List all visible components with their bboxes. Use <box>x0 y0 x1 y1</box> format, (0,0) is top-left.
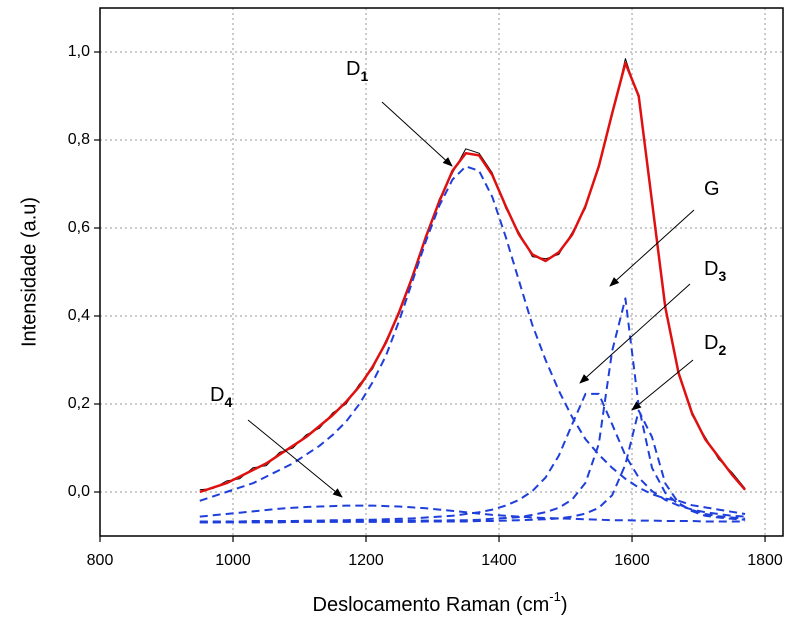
annotation: D2 <box>704 332 726 357</box>
arrow <box>609 209 695 287</box>
y-tick-label: 0,0 <box>68 483 90 500</box>
y-tick-label: 1,0 <box>68 43 90 60</box>
series-line <box>199 409 746 524</box>
x-tick-label: 1400 <box>481 552 517 569</box>
series <box>199 58 747 524</box>
x-tick-label: 1200 <box>348 552 384 569</box>
plot-frame <box>99 7 784 537</box>
series-line <box>199 61 747 494</box>
series-line <box>199 165 746 515</box>
arrow <box>579 283 691 384</box>
grid <box>99 8 783 536</box>
annotation: G <box>704 178 720 200</box>
y-tick-label: 0,6 <box>68 219 90 236</box>
arrow <box>381 101 453 167</box>
y-tick-label: 0,4 <box>68 307 90 324</box>
annotation: D1 <box>346 58 368 83</box>
x-axis-title: Deslocamento Raman (cm-1) <box>313 589 568 616</box>
series-line <box>199 504 746 523</box>
y-axis-title: Intensidade (a.u) <box>18 197 40 347</box>
y-tick-label: 0,2 <box>68 395 90 412</box>
annotation: D4 <box>210 384 232 409</box>
series-line <box>199 392 746 523</box>
series-line <box>199 58 746 491</box>
x-tick-label: 1000 <box>215 552 251 569</box>
x-tick-label: 800 <box>87 552 114 569</box>
y-tick-label: 0,8 <box>68 131 90 148</box>
annotations: D1 G D3 D2 D4 <box>210 58 726 498</box>
annotation: D3 <box>704 258 726 283</box>
x-tick-label: 1600 <box>614 552 650 569</box>
x-tick-label: 1800 <box>747 552 783 569</box>
series-line <box>199 297 746 524</box>
arrow <box>247 419 343 498</box>
arrow <box>631 359 694 411</box>
